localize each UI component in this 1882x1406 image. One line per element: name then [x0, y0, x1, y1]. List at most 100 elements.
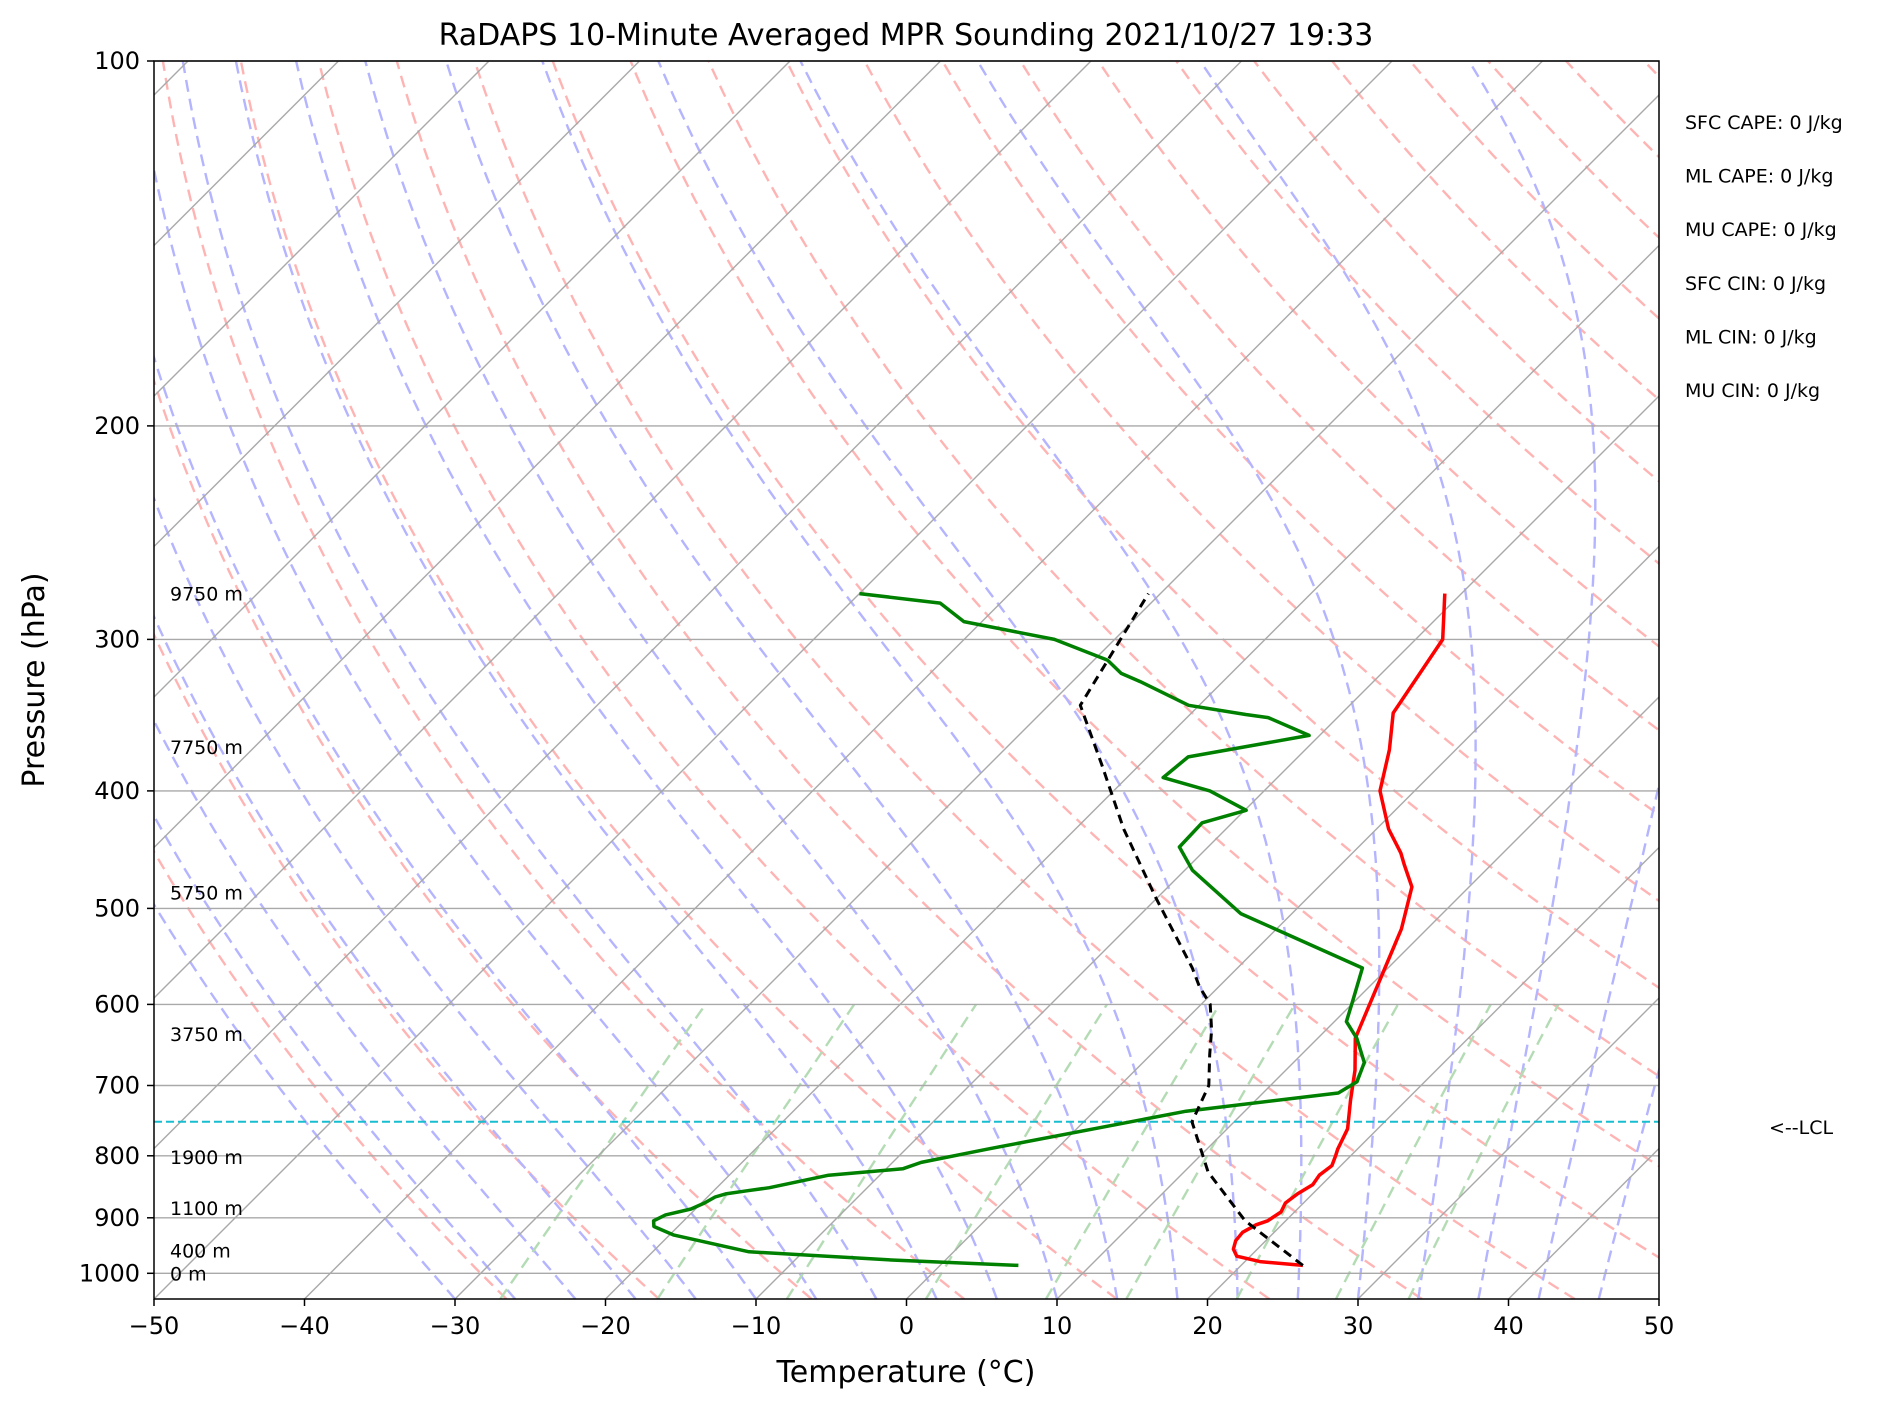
- moist-adiabat: [799, 61, 1303, 1299]
- height-label: 1100 m: [170, 1198, 243, 1220]
- height-label: 7750 m: [170, 737, 243, 759]
- moist-adiabat: [154, 902, 456, 1299]
- dry-adiabat: [239, 61, 1118, 1299]
- x-tick-label: −30: [430, 1312, 481, 1340]
- dry-adiabat: [1722, 61, 1882, 1299]
- height-label: 9750 m: [170, 584, 243, 606]
- dry-adiabat: [1019, 61, 1659, 732]
- moist-adiabat: [1597, 1065, 1659, 1299]
- mixing-ratio-line: [656, 1003, 856, 1299]
- dry-adiabat: [1487, 61, 1659, 240]
- x-tick-label: −10: [731, 1312, 782, 1340]
- dry-adiabat: [154, 377, 813, 1299]
- isotherm-line: [154, 61, 640, 548]
- y-tick-label: 800: [94, 1142, 140, 1170]
- y-tick-label: 100: [94, 47, 140, 75]
- isotherm-line: [154, 61, 1092, 999]
- y-tick-label: 200: [94, 412, 140, 440]
- dry-adiabat: [629, 61, 1659, 1168]
- moist-adiabat: [154, 163, 818, 1299]
- pressure-gridlines: [154, 60, 1659, 1275]
- height-label: 3750 m: [170, 1024, 243, 1046]
- background-lines: [154, 61, 1882, 1299]
- mixing-ratio-line: [924, 1003, 1108, 1299]
- y-axis-label: Pressure (hPa): [17, 572, 52, 787]
- isotherm-line: [154, 61, 1242, 1150]
- y-tick-label: 700: [94, 1072, 140, 1100]
- isotherm-line: [1357, 997, 1659, 1299]
- isotherm-line: [1207, 846, 1659, 1299]
- temperature-line: [1231, 593, 1447, 1268]
- dry-adiabat: [154, 631, 660, 1299]
- mixing-ratio-line: [1334, 1003, 1492, 1299]
- mixing-ratio-line: [1235, 1003, 1400, 1299]
- moist-adiabat: [154, 813, 517, 1299]
- isotherm-line: [454, 94, 1659, 1299]
- moist-adiabat: [294, 61, 998, 1299]
- x-axis-label: Temperature (°C): [776, 1355, 1036, 1390]
- x-tick-label: 50: [1644, 1312, 1675, 1340]
- isotherm-line: [1056, 696, 1659, 1299]
- dry-adiabat: [154, 849, 508, 1299]
- dry-adiabat: [1097, 61, 1659, 649]
- moist-adiabat: [234, 61, 938, 1299]
- moist-adiabat: [154, 718, 577, 1299]
- stability-index: ML CIN: 0 J/kg: [1685, 326, 1817, 348]
- isotherm-line: [154, 61, 941, 849]
- x-tick-label: −20: [580, 1312, 631, 1340]
- mixing-ratio-line: [1407, 1003, 1560, 1299]
- stability-index: MU CIN: 0 J/kg: [1685, 380, 1820, 402]
- y-tick-label: 600: [94, 990, 140, 1018]
- isotherm-line: [154, 61, 1393, 1299]
- dry-adiabat: [1565, 61, 1659, 159]
- y-tick-label: 1000: [79, 1259, 140, 1287]
- height-labels: 9750 m 7750 m 5750 m 3750 m 1900 m 1100 m 400 …: [170, 584, 243, 1286]
- dewpoint-line: [651, 591, 1367, 1268]
- y-tick-label: 500: [94, 894, 140, 922]
- height-label: 400 m: [170, 1241, 231, 1263]
- moist-adiabat: [445, 61, 1119, 1299]
- isotherm-line: [605, 244, 1659, 1299]
- stability-index: MU CAPE: 0 J/kg: [1685, 219, 1837, 241]
- moist-adiabat: [181, 61, 878, 1299]
- x-axis-ticks: −50 −40 −30 −20 −10 0 10 20 30 40 50: [129, 1299, 1675, 1340]
- dry-adiabat: [1643, 61, 1659, 79]
- y-tick-label: 900: [94, 1204, 140, 1232]
- height-label: 1900 m: [170, 1147, 243, 1169]
- dry-adiabat: [1331, 61, 1659, 402]
- dry-adiabat: [473, 61, 1576, 1299]
- stability-indices: SFC CAPE: 0 J/kg ML CAPE: 0 J/kg MU CAPE: …: [1685, 112, 1843, 402]
- mixing-ratio-line: [1044, 1003, 1221, 1299]
- isotherm-line: [755, 395, 1659, 1299]
- isotherm-line: [154, 61, 490, 397]
- stability-index: SFC CAPE: 0 J/kg: [1685, 112, 1843, 134]
- mixing-ratio-line: [1125, 1003, 1296, 1299]
- isotherm-line: [154, 61, 791, 698]
- moist-adiabat: [154, 353, 757, 1299]
- moist-adiabat: [154, 613, 637, 1299]
- y-tick-label: 400: [94, 777, 140, 805]
- x-tick-label: −40: [279, 1312, 330, 1340]
- moist-adiabat: [541, 61, 1179, 1299]
- x-tick-label: 0: [899, 1312, 914, 1340]
- data-series: [154, 591, 1659, 1268]
- dry-adiabat: [161, 61, 965, 1299]
- isotherm-line: [1508, 1147, 1659, 1299]
- moist-adiabat: [1537, 779, 1659, 1299]
- dry-adiabat: [941, 61, 1659, 817]
- isotherm-line: [906, 545, 1659, 1299]
- isotherm-line: [1658, 1298, 1659, 1299]
- moist-adiabat: [1467, 61, 1597, 1299]
- moist-adiabat: [364, 61, 1059, 1299]
- stability-index: ML CAPE: 0 J/kg: [1685, 166, 1833, 188]
- moist-adiabat: [154, 495, 697, 1299]
- chart-title: RaDAPS 10-Minute Averaged MPR Sounding 2…: [439, 18, 1374, 53]
- dry-adiabat: [707, 61, 1659, 1078]
- y-tick-label: 300: [94, 625, 140, 653]
- x-tick-label: 40: [1493, 1312, 1524, 1340]
- height-label: 5750 m: [170, 882, 243, 904]
- mixing-ratio-line: [499, 1003, 707, 1299]
- moist-adiabat: [976, 61, 1381, 1299]
- isotherm-line: [304, 61, 1543, 1299]
